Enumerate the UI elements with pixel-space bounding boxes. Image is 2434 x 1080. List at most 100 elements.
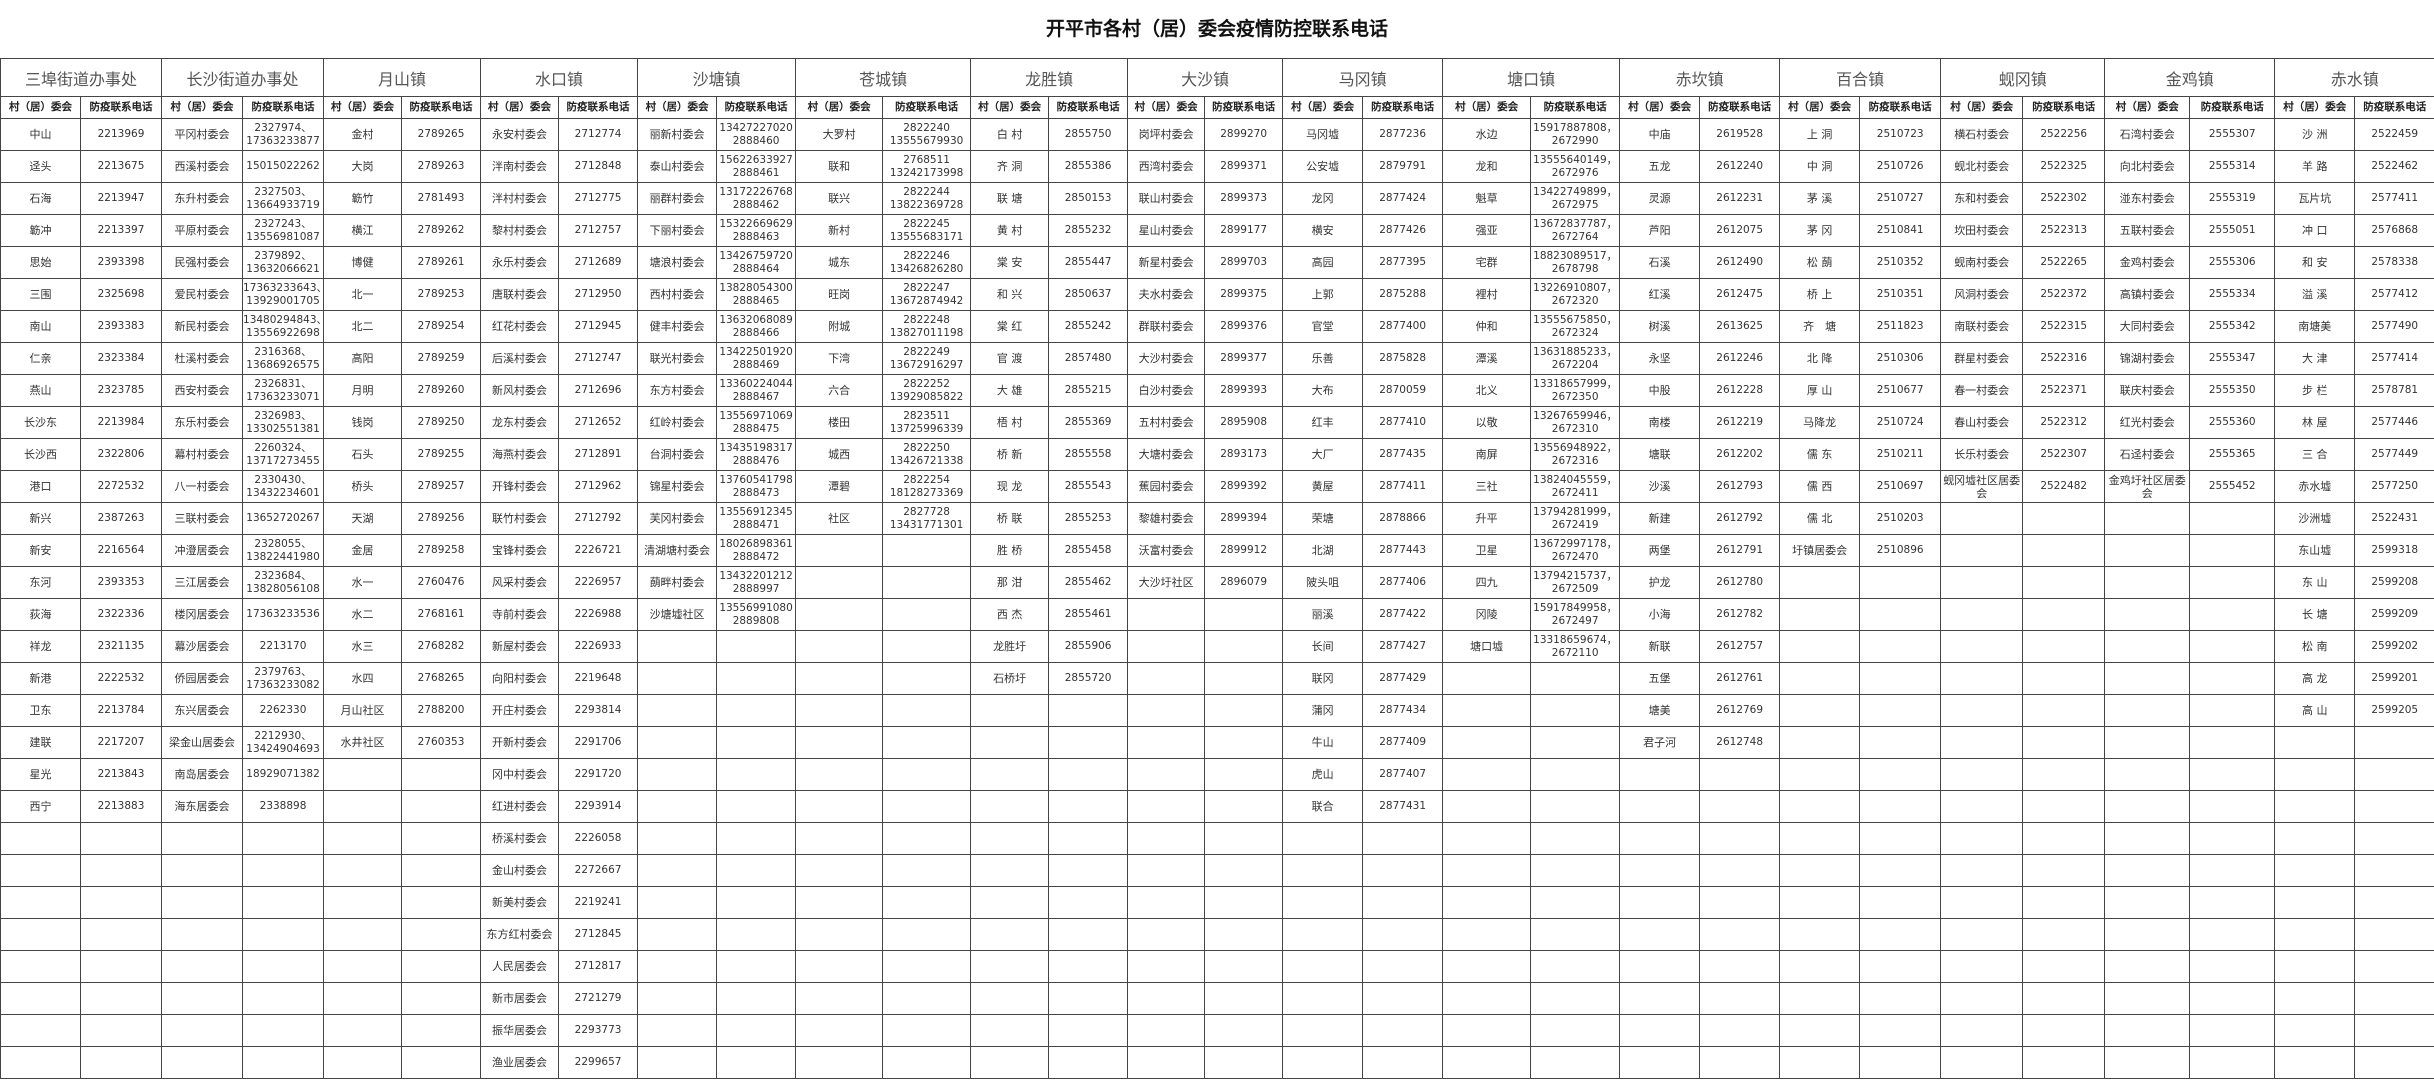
committee-name-cell [1940, 1046, 2024, 1079]
committee-name-cell [2104, 630, 2191, 663]
phone-column-header: 防疫联系电话 [558, 96, 639, 119]
table-row: 思始 2393398 民强村委会 2379892、 13632066621 博健 2789… [0, 246, 2434, 279]
phone-cell: 2555306 [2189, 246, 2276, 279]
phone-cell: 2712891 [558, 438, 639, 471]
committee-name-cell: 锦星村委会 [637, 470, 718, 503]
committee-name-cell [2274, 918, 2356, 951]
committee-name-cell [0, 982, 81, 1015]
phone-cell: 2325698 [79, 278, 163, 311]
committee-name-cell: 横安 [1282, 214, 1364, 247]
phone-cell [1530, 662, 1621, 695]
committee-name-cell [1127, 1046, 1206, 1079]
committee-name-cell: 裡村 [1442, 278, 1532, 311]
committee-name-cell [323, 790, 403, 823]
committee-name-cell: 中股 [1619, 374, 1701, 407]
phone-cell: 2899270 [1204, 118, 1284, 151]
committee-name-cell [795, 758, 884, 791]
committee-name-cell: 红花村委会 [480, 310, 560, 343]
committee-name-cell [637, 854, 718, 887]
table-row: 仁亲 2323384 杜溪村委会 2316368、 13686926575 高阳 2789… [0, 342, 2434, 375]
phone-cell [1204, 630, 1284, 663]
committee-name-cell [970, 982, 1050, 1015]
committee-name-cell [323, 822, 403, 855]
phone-cell: 2822249 13672916297 [882, 342, 972, 375]
phone-cell: 2328055、 13822441980 [242, 534, 325, 567]
committee-name-cell: 棠 安 [970, 246, 1050, 279]
phone-cell: 2212930、 13424904693 [242, 726, 325, 759]
committee-name-cell: 长沙西 [0, 438, 81, 471]
table-row: 东河 2393353 三江居委会 2323684、 13828056108 水一 2760… [0, 566, 2434, 599]
phone-cell: 2522459 [2354, 118, 2434, 151]
committee-name-cell: 护龙 [1619, 566, 1701, 599]
phone-cell [1204, 950, 1284, 983]
committee-name-cell: 三围 [0, 278, 81, 311]
committee-name-cell: 新屋村委会 [480, 630, 560, 663]
committee-name-cell: 思始 [0, 246, 81, 279]
committee-name-cell: 城东 [795, 246, 884, 279]
committee-column-header: 村（居）委会 [2274, 96, 2356, 119]
phone-cell [2022, 630, 2106, 663]
committee-name-cell [795, 886, 884, 919]
phone-cell: 13631885233， 2672204 [1530, 342, 1621, 375]
phone-cell: 2857480 [1048, 342, 1129, 375]
phone-cell [1362, 854, 1444, 887]
committee-name-cell: 新市居委会 [480, 982, 560, 1015]
committee-name-cell: 金村 [323, 118, 403, 151]
committee-name-cell: 永安村委会 [480, 118, 560, 151]
committee-name-cell: 西安村委会 [161, 374, 244, 407]
phone-cell: 2612490 [1699, 246, 1781, 279]
phone-cell [1699, 918, 1781, 951]
committee-name-cell [795, 662, 884, 695]
phone-cell: 2712950 [558, 278, 639, 311]
phone-cell [1362, 982, 1444, 1015]
committee-name-cell: 南岛居委会 [161, 758, 244, 791]
committee-name-cell [1940, 918, 2024, 951]
committee-name-cell [1282, 982, 1364, 1015]
committee-name-cell [0, 918, 81, 951]
phone-cell: 2850153 [1048, 182, 1129, 215]
phone-cell: 2510727 [1859, 182, 1942, 215]
committee-name-cell: 林 屋 [2274, 406, 2356, 439]
committee-column-header: 村（居）委会 [795, 96, 884, 119]
phone-column-header: 防疫联系电话 [242, 96, 325, 119]
committee-name-cell: 下丽村委会 [637, 214, 718, 247]
phone-cell: 2822240 13555679930 [882, 118, 972, 151]
committee-name-cell [795, 694, 884, 727]
committee-name-cell: 丽群村委会 [637, 182, 718, 215]
phone-column-header: 防疫联系电话 [2189, 96, 2276, 119]
committee-name-cell: 幕村村委会 [161, 438, 244, 471]
phone-cell [79, 822, 163, 855]
committee-name-cell: 陂头咀 [1282, 566, 1364, 599]
table-row: 燕山 2323785 西安村委会 2326831、 17363233071 月明 2789… [0, 374, 2434, 407]
committee-name-cell: 联冈 [1282, 662, 1364, 695]
phone-cell: 2213397 [79, 214, 163, 247]
committee-name-cell: 金鸡圩社区居委会 [2104, 470, 2191, 503]
phone-cell [882, 662, 972, 695]
committee-name-cell: 蕉园村委会 [1127, 470, 1206, 503]
committee-name-cell: 永乐村委会 [480, 246, 560, 279]
committee-name-cell: 南楼 [1619, 406, 1701, 439]
committee-name-cell: 东 山 [2274, 566, 2356, 599]
phone-cell: 2393383 [79, 310, 163, 343]
committee-name-cell: 横江 [323, 214, 403, 247]
committee-name-cell: 芙冈村委会 [637, 502, 718, 535]
committee-name-cell: 月明 [323, 374, 403, 407]
phone-column-header: 防疫联系电话 [1204, 96, 1284, 119]
committee-name-cell: 风采村委会 [480, 566, 560, 599]
phone-cell: 2712757 [558, 214, 639, 247]
phone-cell [882, 598, 972, 631]
phone-cell: 2226058 [558, 822, 639, 855]
committee-name-cell: 石海 [0, 182, 81, 215]
committee-name-cell: 齐 塘 [1779, 310, 1861, 343]
phone-cell [79, 950, 163, 983]
phone-cell: 2822244 13822369728 [882, 182, 972, 215]
committee-column-header: 村（居）委会 [1779, 96, 1861, 119]
committee-name-cell [2274, 854, 2356, 887]
phone-cell: 2855543 [1048, 470, 1129, 503]
phone-cell [1048, 822, 1129, 855]
phone-cell [1048, 1014, 1129, 1047]
committee-name-cell: 开庄村委会 [480, 694, 560, 727]
committee-name-cell: 芦阳 [1619, 214, 1701, 247]
phone-cell: 2855242 [1048, 310, 1129, 343]
committee-name-cell: 联山村委会 [1127, 182, 1206, 215]
